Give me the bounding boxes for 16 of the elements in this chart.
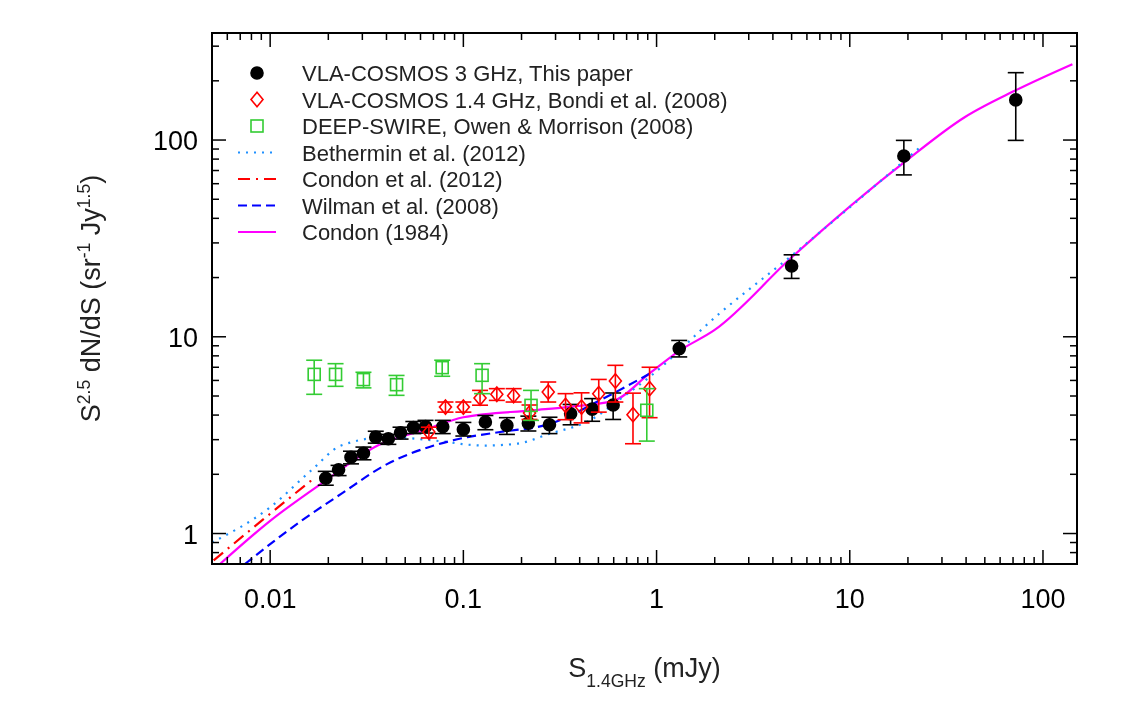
legend-label: VLA-COSMOS 3 GHz, This paper (302, 61, 633, 86)
x-tick-label: 1 (649, 584, 665, 614)
x-tick-label: 0.1 (444, 584, 483, 614)
x-tick-label: 10 (834, 584, 865, 614)
legend-label: DEEP-SWIRE, Owen & Morrison (2008) (302, 114, 694, 139)
x-axis-title: S$_{1.4GHz}$ (mJy) (568, 653, 721, 691)
legend-label: VLA-COSMOS 1.4 GHz, Bondi et al. (2008) (302, 87, 728, 113)
legend-label: Condon (1984) (302, 220, 449, 245)
x-tick-label: 100 (1020, 584, 1066, 614)
x-tick-label: 0.01 (243, 584, 297, 614)
legend-label: Wilman et al. (2008) (302, 193, 499, 219)
y-tick-label: 10 (167, 322, 198, 353)
y-tick-label: 100 (152, 126, 198, 157)
y-tick-label: 1 (182, 519, 198, 550)
legend-label: Condon et al. (2012) (302, 167, 503, 192)
legend-label: Bethermin et al. (2012) (302, 140, 526, 166)
